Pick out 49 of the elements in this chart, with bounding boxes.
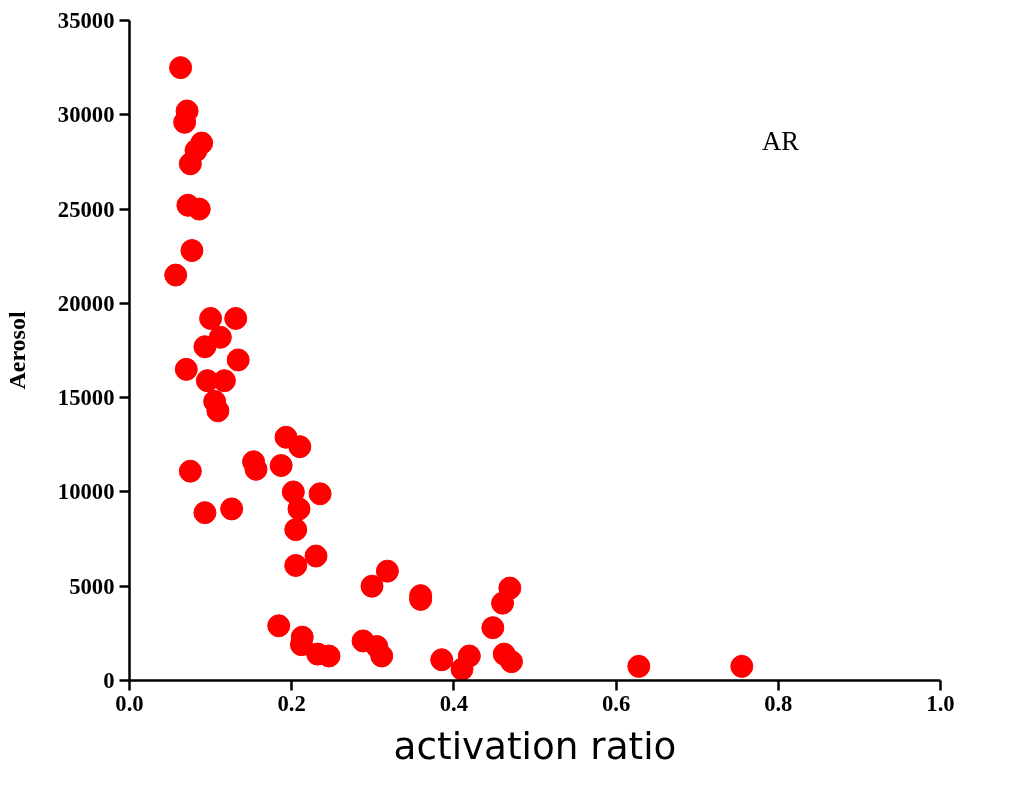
point xyxy=(174,357,198,381)
y-tick-label: 15000 xyxy=(57,385,115,411)
y-tick-label: 10000 xyxy=(57,479,115,505)
x-axis-title: activation ratio xyxy=(393,723,677,768)
point xyxy=(226,348,250,372)
y-tick-label: 25000 xyxy=(57,196,115,222)
point xyxy=(267,614,291,638)
point xyxy=(287,497,311,521)
point xyxy=(284,518,308,542)
point xyxy=(169,56,193,80)
x-tick-label: 0.2 xyxy=(277,690,306,716)
point xyxy=(430,648,454,672)
point xyxy=(224,306,248,330)
point xyxy=(491,591,515,615)
y-tick-label: 30000 xyxy=(57,102,115,128)
point xyxy=(284,553,308,577)
point xyxy=(164,263,188,287)
point xyxy=(288,435,312,459)
x-tick-label: 0.0 xyxy=(115,690,144,716)
point xyxy=(178,152,202,176)
point xyxy=(370,644,394,668)
point xyxy=(360,574,384,598)
y-tick-label: 0 xyxy=(103,668,115,693)
y-axis-title: Aerosol xyxy=(3,311,30,390)
point xyxy=(193,335,217,359)
point xyxy=(269,454,293,478)
point xyxy=(308,482,332,506)
point xyxy=(220,497,244,521)
point xyxy=(730,654,754,678)
point xyxy=(499,650,523,674)
point xyxy=(375,559,399,583)
y-tick-label: 35000 xyxy=(57,8,115,33)
point xyxy=(180,239,204,263)
point xyxy=(627,654,651,678)
x-tick-label: 1.0 xyxy=(926,690,955,716)
point xyxy=(450,657,474,681)
annotation: AR xyxy=(762,126,800,157)
y-tick-label: 5000 xyxy=(69,573,115,599)
x-tick-label: 0.4 xyxy=(439,690,469,716)
y-tick-label: 20000 xyxy=(57,290,115,316)
point xyxy=(187,197,211,221)
x-tick-label: 0.8 xyxy=(764,690,793,716)
point xyxy=(178,459,202,483)
x-tick-label: 0.6 xyxy=(601,690,631,716)
point xyxy=(481,616,505,640)
point xyxy=(193,501,217,525)
point xyxy=(304,544,328,568)
point xyxy=(199,306,223,330)
point xyxy=(212,369,236,393)
